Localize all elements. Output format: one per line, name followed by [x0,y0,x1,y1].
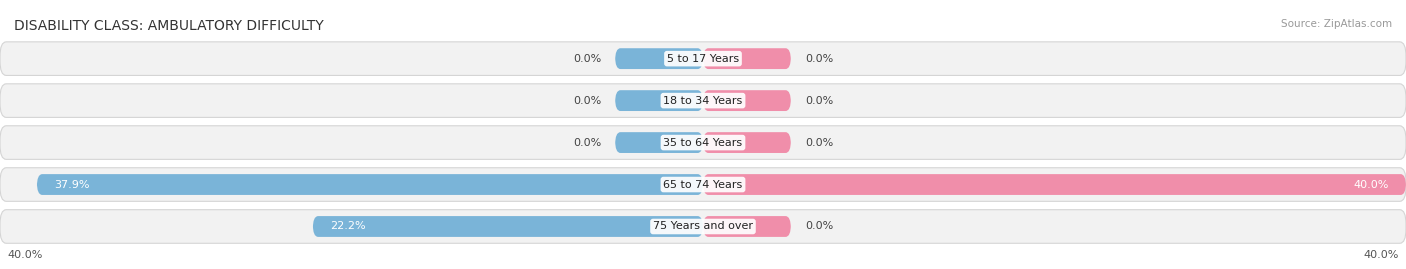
FancyBboxPatch shape [0,84,1406,117]
FancyBboxPatch shape [616,132,703,153]
Text: 40.0%: 40.0% [1364,250,1399,260]
FancyBboxPatch shape [703,174,1406,195]
FancyBboxPatch shape [703,132,790,153]
Text: 40.0%: 40.0% [7,250,42,260]
Text: 0.0%: 0.0% [804,54,834,64]
Text: 0.0%: 0.0% [804,95,834,106]
Text: 22.2%: 22.2% [330,221,366,232]
Text: 0.0%: 0.0% [572,54,602,64]
Text: 0.0%: 0.0% [804,137,834,148]
Text: 5 to 17 Years: 5 to 17 Years [666,54,740,64]
Text: 75 Years and over: 75 Years and over [652,221,754,232]
FancyBboxPatch shape [314,216,703,237]
FancyBboxPatch shape [616,48,703,69]
FancyBboxPatch shape [0,126,1406,159]
FancyBboxPatch shape [37,174,703,195]
FancyBboxPatch shape [0,210,1406,243]
Text: 40.0%: 40.0% [1353,179,1389,190]
Text: 0.0%: 0.0% [572,137,602,148]
Text: 0.0%: 0.0% [572,95,602,106]
FancyBboxPatch shape [0,42,1406,75]
FancyBboxPatch shape [703,48,790,69]
Text: DISABILITY CLASS: AMBULATORY DIFFICULTY: DISABILITY CLASS: AMBULATORY DIFFICULTY [14,19,323,33]
Text: Source: ZipAtlas.com: Source: ZipAtlas.com [1281,19,1392,29]
Text: 65 to 74 Years: 65 to 74 Years [664,179,742,190]
Text: 37.9%: 37.9% [55,179,90,190]
FancyBboxPatch shape [616,90,703,111]
Text: 18 to 34 Years: 18 to 34 Years [664,95,742,106]
Text: 35 to 64 Years: 35 to 64 Years [664,137,742,148]
Text: 0.0%: 0.0% [804,221,834,232]
FancyBboxPatch shape [0,168,1406,201]
FancyBboxPatch shape [703,216,790,237]
FancyBboxPatch shape [703,90,790,111]
